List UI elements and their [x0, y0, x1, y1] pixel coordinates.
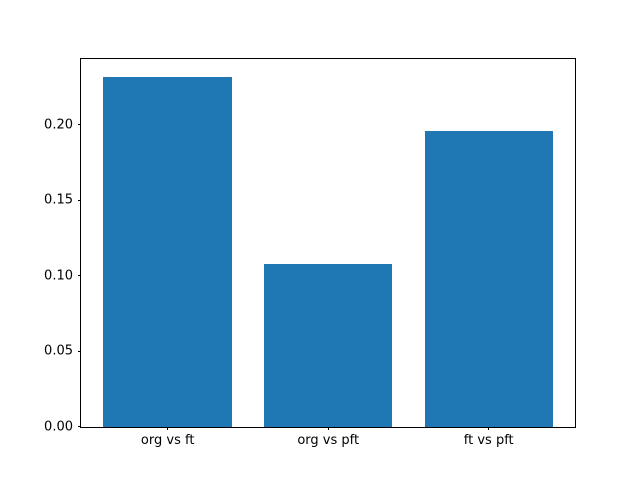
- x-tick-mark: [488, 426, 490, 431]
- x-tick-label: org vs pft: [297, 432, 360, 448]
- x-tick-mark: [327, 426, 329, 431]
- y-tick-label: 0.20: [44, 117, 73, 133]
- bar-org-vs-ft: [103, 76, 232, 427]
- x-tick-mark: [167, 426, 169, 431]
- x-tick-label: ft vs pft: [463, 432, 514, 448]
- y-tick-label: 0.05: [44, 343, 73, 359]
- y-tick-mark: [77, 275, 81, 277]
- y-tick-mark: [77, 124, 81, 126]
- x-tick-label: org vs ft: [140, 432, 195, 448]
- y-tick-label: 0.00: [44, 419, 73, 435]
- y-tick-label: 0.10: [44, 268, 73, 284]
- y-tick-mark: [77, 199, 81, 201]
- bar-ft-vs-pft: [424, 131, 553, 427]
- y-tick-mark: [77, 350, 81, 352]
- bar-org-vs-pft: [263, 263, 393, 427]
- plot-area: 0.00 0.05 0.10 0.15 0.20 org vs ft org vs pft…: [44, 57, 577, 447]
- y-tick-mark: [77, 426, 81, 428]
- y-tick-label: 0.15: [44, 192, 73, 208]
